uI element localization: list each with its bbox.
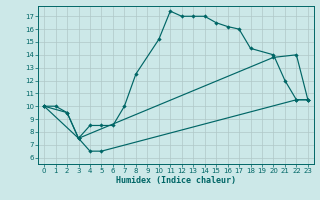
X-axis label: Humidex (Indice chaleur): Humidex (Indice chaleur) — [116, 176, 236, 185]
